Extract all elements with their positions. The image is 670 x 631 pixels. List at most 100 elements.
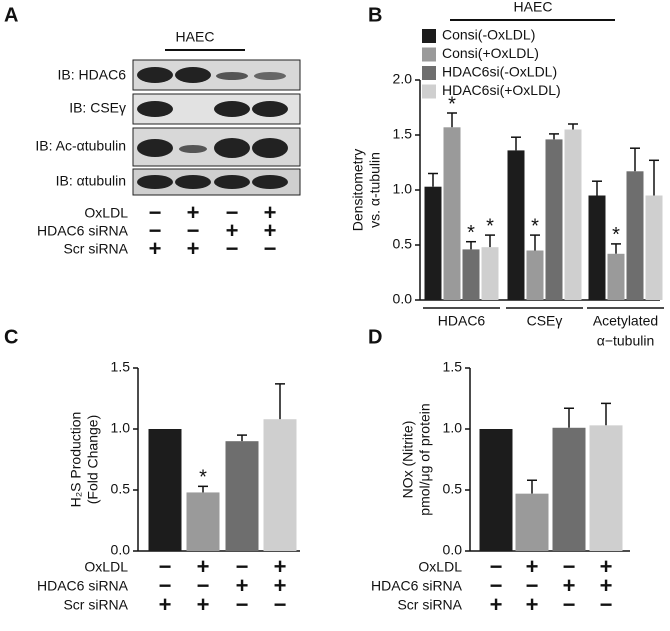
bar [645, 195, 663, 300]
y-tick-label: 1.5 [111, 359, 131, 375]
bar [545, 139, 563, 300]
condition-symbol: − [187, 218, 200, 243]
condition-label: OxLDL [84, 559, 128, 575]
condition-label: OxLDL [84, 205, 128, 221]
condition-symbol: − [563, 592, 576, 617]
condition-symbol: + [264, 200, 277, 225]
legend-swatch [422, 47, 436, 62]
condition-symbol: + [197, 554, 210, 579]
condition-symbol: + [149, 236, 162, 261]
panel-letter: C [4, 326, 18, 348]
condition-symbol: + [187, 236, 200, 261]
condition-symbol: − [490, 554, 503, 579]
y-axis-label: NOx (Nitrite) [400, 421, 416, 499]
blot-label: IB: αtubulin [56, 173, 126, 189]
bar [526, 250, 544, 300]
condition-symbol: − [226, 200, 239, 225]
condition-symbol: − [159, 573, 172, 598]
condition-symbol: − [264, 236, 277, 261]
y-tick-label: 1.5 [393, 126, 413, 142]
legend-label: Consi(+OxLDL) [442, 45, 539, 61]
y-tick-label: 0.0 [393, 291, 413, 307]
condition-label: HDAC6 siRNA [371, 578, 463, 594]
condition-symbol: − [490, 573, 503, 598]
condition-symbol: + [236, 573, 249, 598]
condition-symbol: − [563, 554, 576, 579]
bar [443, 127, 461, 300]
condition-symbol: + [600, 573, 613, 598]
blot-label: IB: Ac-αtubulin [35, 138, 126, 154]
condition-symbol: + [264, 218, 277, 243]
bar [424, 186, 442, 300]
condition-symbol: − [600, 592, 613, 617]
blot-images [132, 59, 301, 196]
x-tick-label: α−tubulin [597, 333, 655, 349]
group-label: HAEC [176, 29, 215, 45]
significance-marker: * [612, 224, 620, 246]
condition-symbol: − [236, 554, 249, 579]
y-tick-label: 1.0 [443, 420, 463, 436]
condition-symbol: + [600, 554, 613, 579]
condition-symbol: − [159, 554, 172, 579]
legend-label: HDAC6si(-OxLDL) [442, 64, 557, 80]
condition-symbol: + [526, 592, 539, 617]
y-tick-label: 0.0 [111, 542, 131, 558]
y-tick-label: 0.5 [393, 236, 413, 252]
condition-symbol: + [226, 218, 239, 243]
x-tick-label: HDAC6 [438, 313, 486, 329]
condition-symbol: + [563, 573, 576, 598]
y-tick-label: 2.0 [393, 71, 413, 87]
bar [148, 429, 182, 551]
bar [626, 171, 644, 300]
condition-symbol: − [149, 200, 162, 225]
condition-label: HDAC6 siRNA [37, 578, 129, 594]
significance-marker: * [199, 467, 207, 489]
y-tick-label: 0.5 [111, 481, 131, 497]
legend-swatch [422, 66, 436, 80]
condition-symbol: − [274, 592, 287, 617]
bar [225, 441, 259, 551]
condition-label: Scr siRNA [63, 597, 128, 613]
y-axis-label: H₂S Production [68, 412, 84, 508]
y-tick-label: 1.0 [393, 181, 413, 197]
condition-symbol: − [226, 236, 239, 261]
legend-label: Consi(-OxLDL) [442, 27, 535, 43]
bar [564, 129, 582, 300]
bar [515, 493, 549, 551]
panel-letter: D [368, 326, 382, 348]
significance-marker: * [467, 222, 475, 244]
bar [462, 249, 480, 300]
condition-label: Scr siRNA [63, 241, 128, 257]
bar [588, 195, 606, 300]
legend-swatch [422, 84, 436, 99]
panel-letter: B [368, 4, 382, 26]
bar [507, 150, 525, 300]
panel-letter: A [4, 4, 18, 26]
x-tick-label: CSEγ [527, 313, 563, 329]
blot-label: IB: CSEγ [69, 100, 126, 116]
group-label: HAEC [514, 0, 553, 15]
legend-label: HDAC6si(+OxLDL) [442, 82, 561, 98]
condition-symbol: − [197, 573, 210, 598]
significance-marker: * [448, 93, 456, 115]
significance-marker: * [531, 215, 539, 237]
condition-symbol: + [197, 592, 210, 617]
condition-label: HDAC6 siRNA [37, 223, 129, 239]
x-tick-label: Acetylated [593, 313, 658, 329]
condition-symbol: + [490, 592, 503, 617]
legend-swatch [422, 29, 436, 43]
bar [589, 425, 623, 551]
condition-label: OxLDL [418, 559, 462, 575]
blot-label: IB: HDAC6 [58, 67, 127, 83]
bar [186, 492, 220, 551]
bar [479, 429, 513, 551]
y-tick-label: 0.5 [443, 481, 463, 497]
condition-symbol: − [236, 592, 249, 617]
condition-label: Scr siRNA [397, 597, 462, 613]
y-axis-label: (Fold Change) [85, 415, 101, 505]
condition-symbol: + [526, 554, 539, 579]
y-axis-label: pmol/μg of protein [417, 403, 433, 515]
y-axis-label: Densitometry [350, 149, 366, 231]
significance-marker: * [486, 215, 494, 237]
